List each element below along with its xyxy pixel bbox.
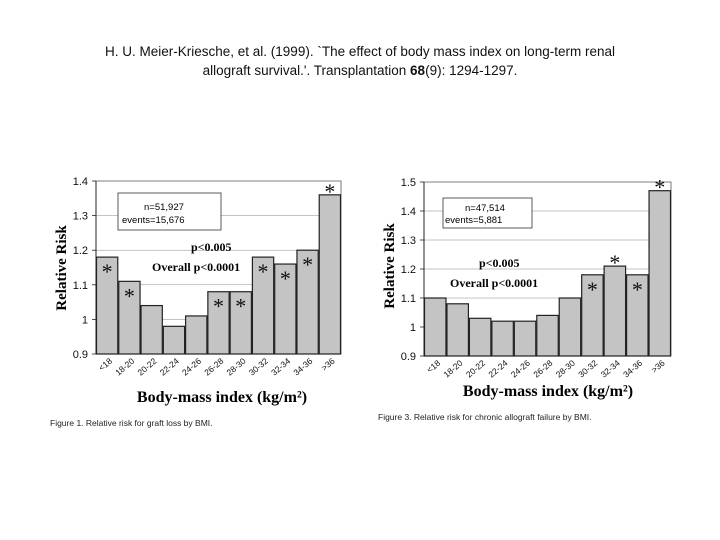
figure-1-significance-asterisk: * <box>280 266 291 291</box>
citation-volume: 68 <box>410 63 426 78</box>
figure-3-y-tick-label: 1.4 <box>401 206 416 218</box>
figure-3-y-tick-label: 1 <box>410 322 416 334</box>
figure-3-p-overall-label: Overall p<0.0001 <box>450 276 538 290</box>
figure-3-bar <box>603 265 627 357</box>
figure-1-y-tick-label: 1 <box>82 314 88 326</box>
figure-1-y-tick-label: 1.1 <box>73 280 88 292</box>
figure-1-significance-asterisk: * <box>235 294 246 319</box>
figure-3-x-tick-label: 24-26 <box>509 358 532 380</box>
figure-3-bar <box>468 317 492 357</box>
figure-3-x-tick-label: >36 <box>649 358 667 375</box>
figure-1-significance-asterisk: * <box>258 259 269 284</box>
figure-3-y-tick-label: 1.3 <box>401 235 416 247</box>
figure-1-p-trend-label: p<0.005 <box>191 240 232 254</box>
figure-3-significance-asterisk: * <box>587 277 598 302</box>
figure-3-p-trend-label: p<0.005 <box>479 256 520 270</box>
citation-pages: (9): 1294-1297. <box>425 63 518 78</box>
figure-1-significance-asterisk: * <box>124 283 135 308</box>
figure-1-p-overall-label: Overall p<0.0001 <box>152 260 240 274</box>
figure-3-bar <box>558 297 582 357</box>
citation: H. U. Meier-Kriesche, et al. (1999). `Th… <box>30 42 690 80</box>
figure-3-x-tick-label: <18 <box>425 358 443 375</box>
figure-1-caption: Figure 1. Relative risk for graft loss b… <box>50 418 213 428</box>
figure-1-n-label: n=51,927 <box>144 202 184 213</box>
figure-1-y-tick-label: 0.9 <box>73 349 88 361</box>
figure-1-significance-asterisk: * <box>102 259 113 284</box>
citation-line-2: allograft survival.'. Transplantation 68… <box>30 61 690 80</box>
figure-3-x-tick-label: 20-22 <box>464 358 487 380</box>
figure-3-n-label: n=47,514 <box>465 203 505 214</box>
figure-1-significance-asterisk: * <box>302 252 313 277</box>
citation-line-1: H. U. Meier-Kriesche, et al. (1999). `Th… <box>105 44 615 59</box>
figure-3-x-axis-label: Body-mass index (kg/m²) <box>463 383 633 400</box>
figure-3-y-tick-label: 1.2 <box>401 264 416 276</box>
figure-3-significance-asterisk: * <box>654 175 665 200</box>
figure-1-x-axis-label: Body-mass index (kg/m²) <box>137 389 307 406</box>
figure-1-significance-asterisk: * <box>324 179 335 204</box>
figure-1-y-axis-label: Relative Risk <box>54 225 70 311</box>
figure-3-x-tick-label: 34-36 <box>621 358 644 380</box>
figure-1-significance-asterisk: * <box>213 294 224 319</box>
figure-3-significance-asterisk: * <box>609 250 620 275</box>
figure-3-x-tick-label: 22-24 <box>486 358 509 380</box>
figure-1-events-label: events=15,676 <box>122 215 185 226</box>
figure-3-x-tick-label: 26-28 <box>531 358 554 380</box>
figure-3-y-tick-label: 1.5 <box>401 177 416 189</box>
figure-3-legend-box <box>442 197 533 229</box>
figure-1-y-tick-label: 1.4 <box>73 176 88 188</box>
figure-1-y-tick-label: 1.3 <box>73 211 88 223</box>
figure-3-events-label: events=5,881 <box>445 215 502 226</box>
figure-1-legend-box <box>117 192 222 231</box>
figure-3-bar <box>648 190 672 357</box>
figure-3-x-tick-label: 30-32 <box>576 358 599 380</box>
figure-3-caption: Figure 3. Relative risk for chronic allo… <box>378 412 592 422</box>
figure-3-bar <box>423 297 447 357</box>
figure-3-bar <box>513 320 537 357</box>
figure-3-y-axis-label: Relative Risk <box>382 223 398 309</box>
figure-3-y-tick-label: 0.9 <box>401 351 416 363</box>
figure-3-y-tick-label: 1.1 <box>401 293 416 305</box>
figure-3-x-tick-label: 28-30 <box>554 358 577 380</box>
figure-3-x-tick-label: 32-34 <box>599 358 622 380</box>
figure-3-x-tick-label: 18-20 <box>441 358 464 380</box>
figure-1-y-tick-label: 1.2 <box>73 245 88 257</box>
figure-3-bar <box>536 314 559 357</box>
figure-3-bar <box>446 303 470 357</box>
figure-3-bar <box>491 320 514 357</box>
citation-journal: allograft survival.'. Transplantation <box>202 63 411 78</box>
figure-3-significance-asterisk: * <box>632 277 643 302</box>
